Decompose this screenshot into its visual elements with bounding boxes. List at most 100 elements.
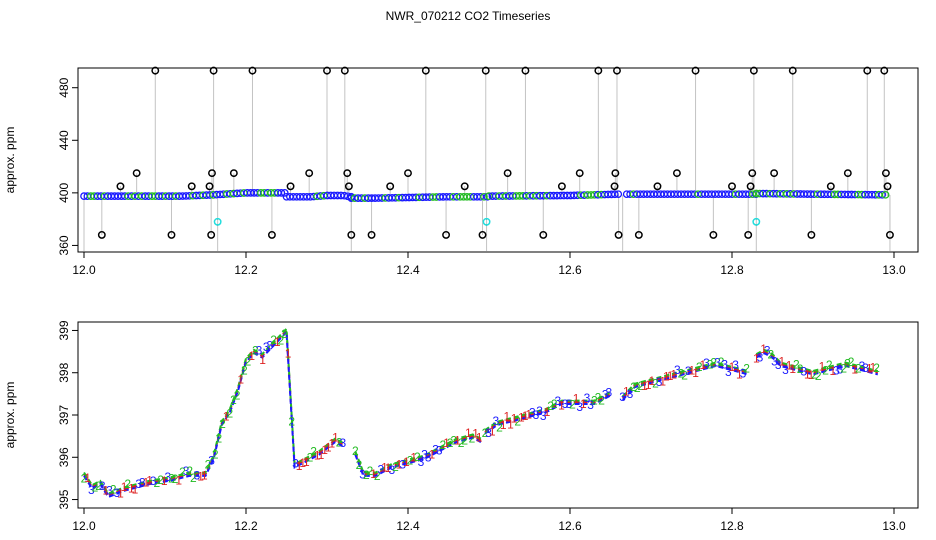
y-tick-label: 440: [57, 130, 71, 150]
marker-label: 2: [591, 393, 598, 407]
outlier-point: [881, 169, 890, 178]
marker-label: 2: [652, 377, 659, 391]
data-point: [280, 189, 289, 197]
y-tick-label: 398: [57, 362, 71, 382]
marker-label: 2: [374, 469, 381, 483]
marker-label: 1: [161, 474, 168, 488]
marker-label: 3: [565, 397, 572, 411]
marker-label: 1: [248, 349, 255, 363]
outlier-point: [557, 182, 566, 191]
marker-label: 3: [263, 340, 270, 354]
marker-label: 3: [584, 391, 591, 405]
marker-label: 1: [507, 417, 514, 431]
trace-line: [484, 391, 611, 432]
y-tick-label: 400: [57, 183, 71, 203]
marker-label: 3: [529, 405, 536, 419]
marker-label: 1: [522, 409, 529, 423]
x-tick-label: 12.4: [396, 519, 420, 533]
marker-label: 1: [489, 424, 496, 438]
marker-label: 1: [525, 408, 532, 422]
marker-label: 2: [392, 460, 399, 474]
marker-label: 1: [544, 405, 551, 419]
marker-label: 2: [598, 393, 605, 407]
marker-label: 2: [277, 333, 284, 347]
outlier-point: [116, 182, 125, 191]
plot-area: [80, 66, 894, 251]
outlier-point: [267, 230, 276, 239]
outlier-point: [744, 230, 753, 239]
marker-label: 2: [216, 431, 223, 445]
marker-label: 3: [399, 458, 406, 472]
marker-label: 2: [336, 435, 343, 449]
x-tick-label: 12.8: [720, 519, 744, 533]
marker-label: 2: [205, 458, 212, 472]
outlier-point: [478, 230, 487, 239]
trace-line: [83, 329, 344, 499]
marker-label: 3: [194, 469, 201, 483]
marker-label: 2: [482, 426, 489, 440]
marker-label: 2: [310, 445, 317, 459]
marker-label: 1: [623, 385, 630, 399]
outlier-point: [746, 182, 755, 191]
marker-label: 1: [201, 469, 208, 483]
marker-label: 3: [436, 443, 443, 457]
marker-label: 1: [580, 397, 587, 411]
marker-label: 3: [267, 338, 274, 352]
x-tick-label: 12.6: [558, 519, 582, 533]
marker-label: 1: [729, 360, 736, 374]
marker-label: 2: [219, 417, 226, 431]
marker-label: 2: [710, 355, 717, 369]
outlier-point: [421, 66, 430, 75]
marker-label: 1: [103, 483, 110, 497]
marker-label: 1: [659, 374, 666, 388]
outlier-point: [672, 169, 681, 178]
marker-label: 2: [551, 397, 558, 411]
y-axis-label: approx. ppm: [3, 127, 17, 194]
marker-label: 2: [569, 398, 576, 412]
outlier-point: [481, 66, 490, 75]
marker-label: 3: [425, 451, 432, 465]
outlier-point: [575, 169, 584, 178]
outlier-point: [613, 66, 621, 75]
marker-label: 1: [143, 476, 150, 490]
outlier-point: [539, 230, 548, 239]
outlier-point: [347, 230, 356, 239]
marker-label: 2: [157, 473, 164, 487]
trace-line: [621, 363, 749, 399]
marker-label: 1: [259, 353, 266, 367]
marker-label: 2: [595, 390, 602, 404]
marker-label: 3: [339, 436, 346, 450]
top-panel: 12.0 12.2 12.4 12.6 12.8 13.0 360 400 440 480 appr…: [3, 66, 919, 277]
marker-label: 1: [667, 369, 674, 383]
marker-label: 2: [234, 389, 241, 403]
marker-label: 1: [500, 418, 507, 432]
marker-label: 3: [493, 414, 500, 428]
data-point: [611, 190, 619, 199]
marker-label: 1: [808, 368, 815, 382]
outlier-point: [503, 169, 512, 178]
outlier-point: [826, 182, 835, 191]
y-axis-label: approx. ppm: [3, 382, 17, 449]
marker-label: 3: [775, 358, 782, 372]
outlier-point: [344, 182, 353, 191]
x-tick-label: 13.0: [882, 263, 906, 277]
marker-label: 3: [150, 474, 157, 488]
marker-label: 3: [714, 356, 721, 370]
marker-label: 3: [292, 456, 299, 470]
x-tick-label: 12.0: [72, 263, 96, 277]
marker-label: 2: [797, 362, 804, 376]
marker-label: 3: [536, 404, 543, 418]
marker-label: 2: [469, 432, 476, 446]
marker-label: 3: [540, 409, 547, 423]
marker-label: 1: [429, 447, 436, 461]
marker-label: 3: [674, 363, 681, 377]
marker-label: 1: [237, 372, 244, 386]
marker-label: 1: [403, 455, 410, 469]
marker-label: 1: [223, 409, 230, 423]
marker-label: 1: [197, 470, 204, 484]
outlier-point: [460, 182, 469, 191]
marker-label: 1: [503, 409, 510, 423]
trace-line: [621, 364, 749, 401]
marker-label: 2: [414, 450, 421, 464]
